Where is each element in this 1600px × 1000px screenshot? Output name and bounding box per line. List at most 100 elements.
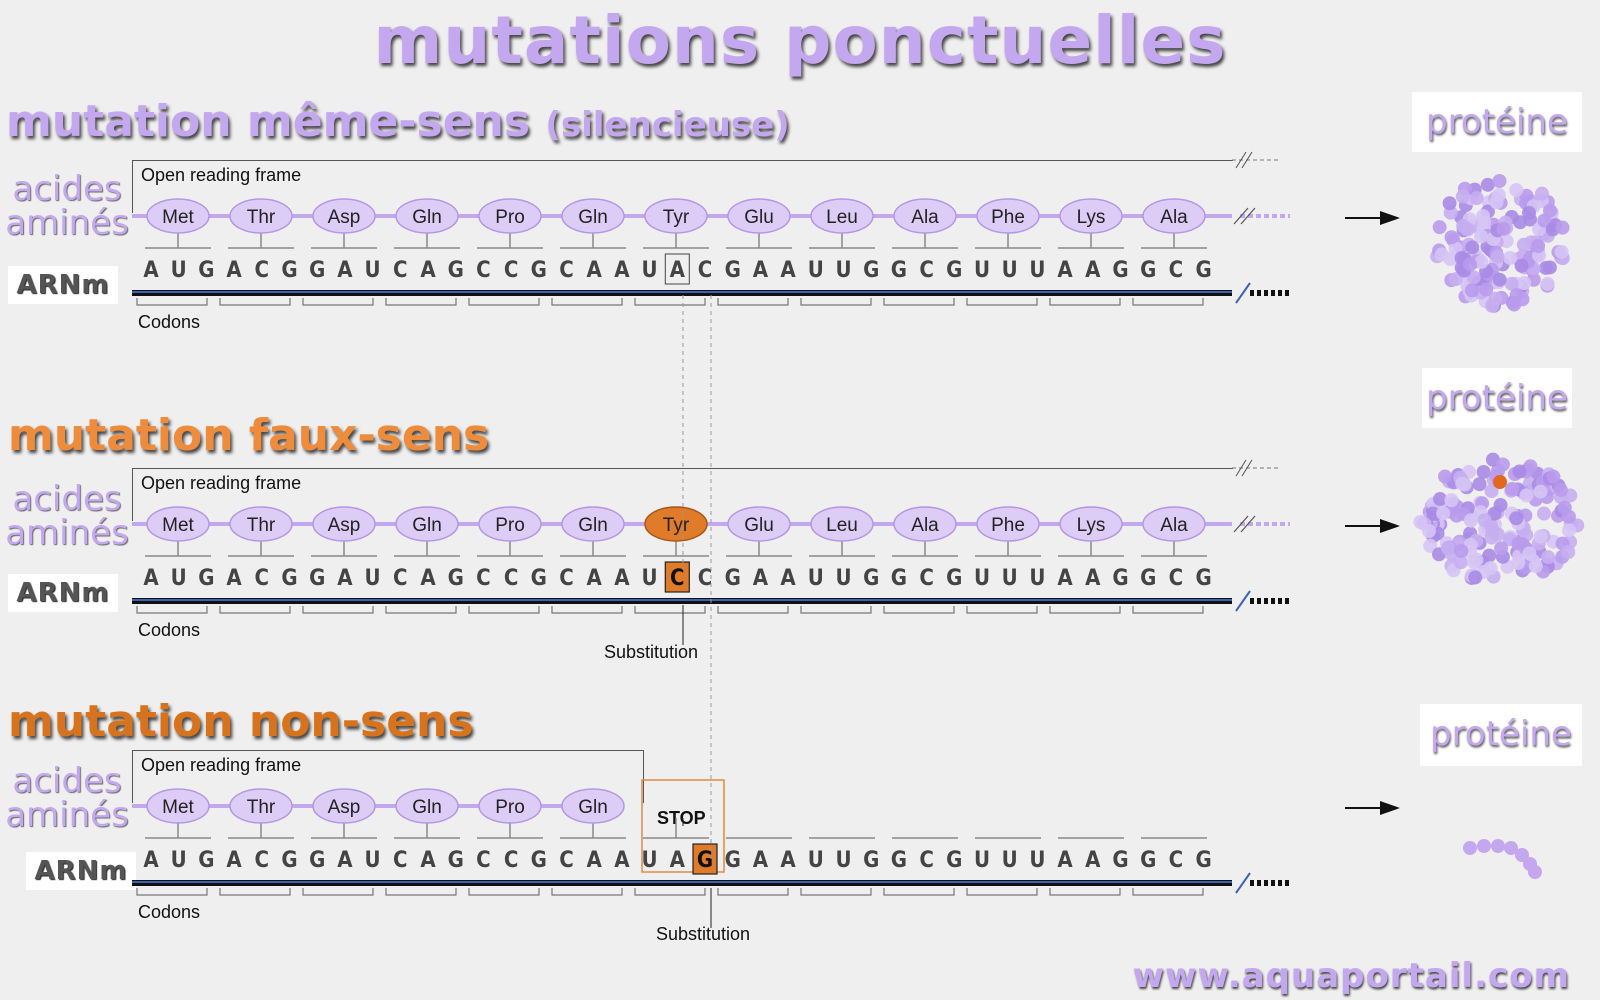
- amino-acid-bead: [146, 788, 210, 824]
- nucleotide: G: [309, 848, 325, 873]
- nucleotide: A: [337, 258, 353, 283]
- orf-label: Open reading frame: [141, 473, 302, 493]
- protein-label: protéine: [1420, 704, 1582, 766]
- amino-acid-label: Pro: [495, 797, 525, 818]
- mutated-bead: [1493, 475, 1507, 489]
- protein-bead: [1432, 220, 1447, 235]
- amino-acid-label: Lys: [1077, 207, 1106, 228]
- nucleotide: C: [393, 848, 408, 873]
- protein-bead: [1528, 559, 1543, 574]
- codon-bracket: [1049, 888, 1121, 896]
- amino-acid-bead: [644, 506, 708, 542]
- nucleotide: C: [393, 566, 408, 591]
- nucleotide: A: [1085, 258, 1101, 283]
- protein-bead: [1494, 541, 1509, 556]
- nucleotide: A: [226, 258, 242, 283]
- codon-bracket: [551, 888, 623, 896]
- nucleotide: G: [531, 848, 547, 873]
- nucleotide: G: [531, 566, 547, 591]
- break-mark: [1235, 872, 1251, 894]
- codon-bracket: [717, 606, 789, 614]
- amino-acid-label: Met: [162, 207, 194, 228]
- codon-bracket: [219, 888, 291, 896]
- nucleotide: G: [281, 258, 297, 283]
- nucleotide: C: [1169, 258, 1184, 283]
- substitution-label: Substitution: [656, 924, 751, 944]
- nucleotide: C: [255, 566, 270, 591]
- nucleotide: U: [835, 566, 851, 591]
- protein-bead: [1476, 464, 1491, 479]
- protein-bead: [1503, 250, 1518, 265]
- break-mark: [1235, 151, 1247, 169]
- section-title-nonsense: mutation non-sens: [8, 696, 474, 747]
- protein-bead: [1455, 476, 1470, 491]
- nucleotide: G: [863, 848, 879, 873]
- protein-silent-structure: [1430, 174, 1570, 313]
- protein-bead: [1522, 546, 1537, 561]
- nucleotide: U: [171, 258, 187, 283]
- protein-bead: [1519, 488, 1534, 503]
- protein-label: protéine: [1412, 92, 1582, 152]
- protein-bead: [1438, 469, 1453, 484]
- amino-acid-bead: [229, 506, 293, 542]
- codon-bracket: [551, 298, 623, 306]
- protein-bead: [1533, 529, 1548, 544]
- protein-bead: [1514, 258, 1529, 273]
- protein-bead: [1515, 292, 1530, 307]
- protein-bead: [1477, 215, 1492, 230]
- nucleotide: A: [420, 258, 436, 283]
- protein-bead: [1464, 283, 1479, 298]
- nucleotide: A: [670, 848, 686, 873]
- nucleotide: G: [946, 258, 962, 283]
- amino-acid-label: Lys: [1077, 515, 1106, 536]
- substitution-label: Substitution: [604, 642, 699, 662]
- nucleotide: U: [974, 258, 990, 283]
- protein-bead: [1480, 177, 1495, 192]
- protein-bead: [1484, 484, 1499, 499]
- protein-bead: [1473, 229, 1488, 244]
- stop-codon-box: [641, 779, 725, 873]
- break-mark: [1233, 515, 1249, 533]
- codon-bracket: [136, 298, 208, 306]
- nucleotide: G: [725, 258, 741, 283]
- website-url: www.aquaportail.com: [1132, 956, 1570, 996]
- nucleotide: U: [642, 848, 658, 873]
- amino-acid-label: Met: [162, 515, 194, 536]
- nucleotide: G: [1140, 848, 1156, 873]
- nucleotide: G: [725, 566, 741, 591]
- mutation-row-1: Met Thr Asp Gln Pro Gln Tyr Glu Leu Ala Phe Lys Ala A…: [132, 151, 1400, 306]
- protein-bead: [1477, 513, 1492, 528]
- nucleotide: G: [891, 566, 907, 591]
- codon-bracket: [883, 888, 955, 896]
- nucleotide: G: [863, 566, 879, 591]
- codon-bracket: [717, 298, 789, 306]
- codon-bracket: [800, 298, 872, 306]
- nucleotide: G: [1112, 848, 1128, 873]
- codons-label: Codons: [138, 620, 201, 640]
- protein-bead: [1493, 498, 1508, 513]
- nucleotide: A: [1057, 848, 1073, 873]
- nucleotide: C: [393, 258, 408, 283]
- nucleotide: U: [974, 848, 990, 873]
- codon-bracket: [634, 606, 706, 614]
- protein-bead: [1463, 841, 1477, 855]
- amino-acid-label: Thr: [247, 515, 276, 536]
- nucleotide: A: [587, 848, 603, 873]
- nucleotide: C: [504, 258, 519, 283]
- nucleotide: C: [1169, 566, 1184, 591]
- protein-bead: [1440, 540, 1455, 555]
- nucleotide: G: [1112, 566, 1128, 591]
- protein-bead: [1528, 865, 1542, 879]
- nucleotide: C: [504, 848, 519, 873]
- protein-bead: [1444, 493, 1459, 508]
- amino-acid-bead: [146, 198, 210, 234]
- amino-acid-label: Glu: [744, 515, 774, 536]
- amino-acid-bead: [727, 198, 791, 234]
- amino-acid-bead: [312, 788, 376, 824]
- nucleotide: U: [1029, 566, 1045, 591]
- nucleotide: U: [1029, 258, 1045, 283]
- amino-acid-label: Asp: [328, 797, 361, 818]
- protein-missense-structure: [1413, 452, 1585, 585]
